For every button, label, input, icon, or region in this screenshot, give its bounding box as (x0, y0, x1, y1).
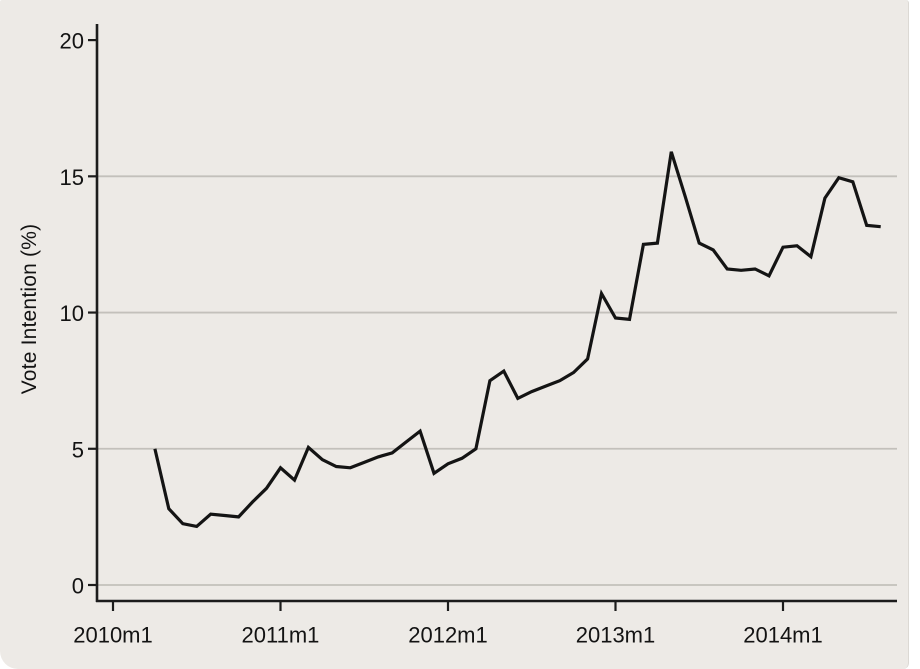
y-tick-label-10: 10 (60, 301, 84, 326)
x-tick-label-2012m1: 2012m1 (408, 623, 488, 648)
y-tick-label-0: 0 (72, 574, 84, 599)
x-tick-label-2013m1: 2013m1 (576, 623, 656, 648)
vote-intention-line (153, 151, 881, 529)
x-tick-label-2014m1: 2014m1 (743, 623, 823, 648)
y-tick-label-5: 5 (72, 437, 84, 462)
x-tick-label-2011m1: 2011m1 (242, 623, 320, 648)
y-axis-title: Vote Intention (%) (18, 224, 41, 395)
gridlines (97, 175, 897, 586)
y-tick-label-20: 20 (60, 29, 84, 54)
tick-labels: 0 5 10 15 20 2010m1 2011m1 2012m1 2013m1 2014m1 (60, 29, 823, 648)
y-tick-label-15: 15 (60, 165, 84, 190)
x-tick-label-2010m1: 2010m1 (73, 623, 153, 648)
tick-marks (88, 38, 785, 611)
